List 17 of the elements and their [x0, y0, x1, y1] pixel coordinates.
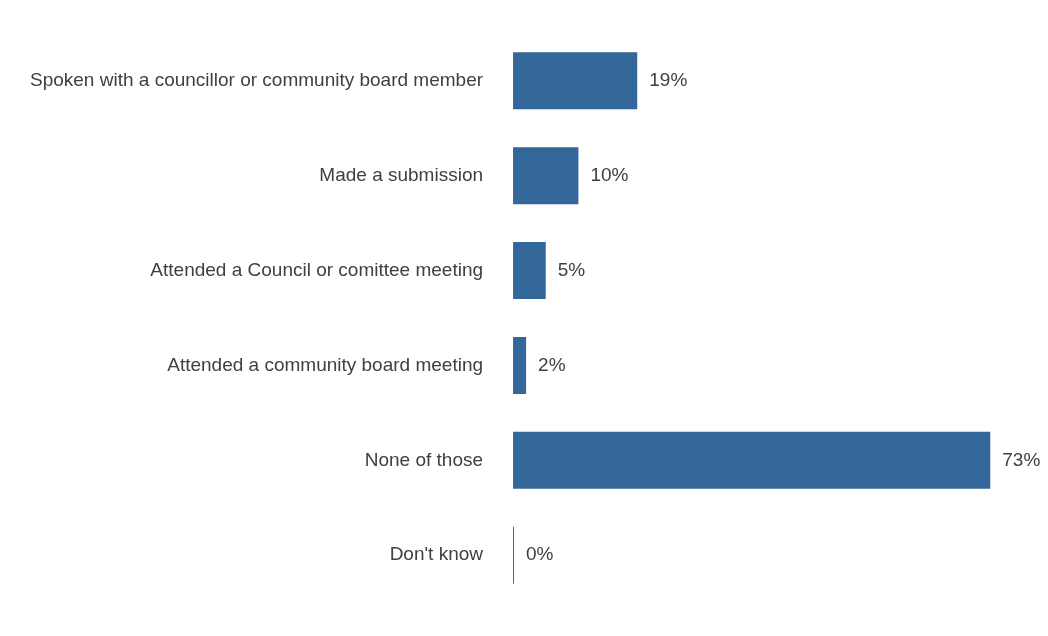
data-label: 2% — [538, 353, 566, 375]
bar — [513, 147, 579, 205]
bar — [513, 52, 638, 110]
bar — [513, 242, 546, 300]
y-tick-label: None of those — [364, 448, 484, 470]
data-label: 10% — [590, 163, 629, 185]
y-tick-label: Don't know — [389, 543, 484, 565]
data-label: 0% — [526, 543, 554, 565]
y-tick-label: Made a submission — [319, 163, 484, 185]
y-tick-label: Attended a community board meeting — [167, 353, 484, 375]
data-label: 5% — [557, 258, 586, 280]
y-tick-label: Spoken with a councillor or community board member — [30, 69, 484, 91]
data-label: 19% — [649, 69, 688, 91]
bar — [513, 431, 991, 489]
bar — [513, 336, 527, 394]
y-tick-label: Attended a Council or comittee meeting — [150, 258, 484, 280]
data-label: 73% — [1002, 448, 1041, 470]
